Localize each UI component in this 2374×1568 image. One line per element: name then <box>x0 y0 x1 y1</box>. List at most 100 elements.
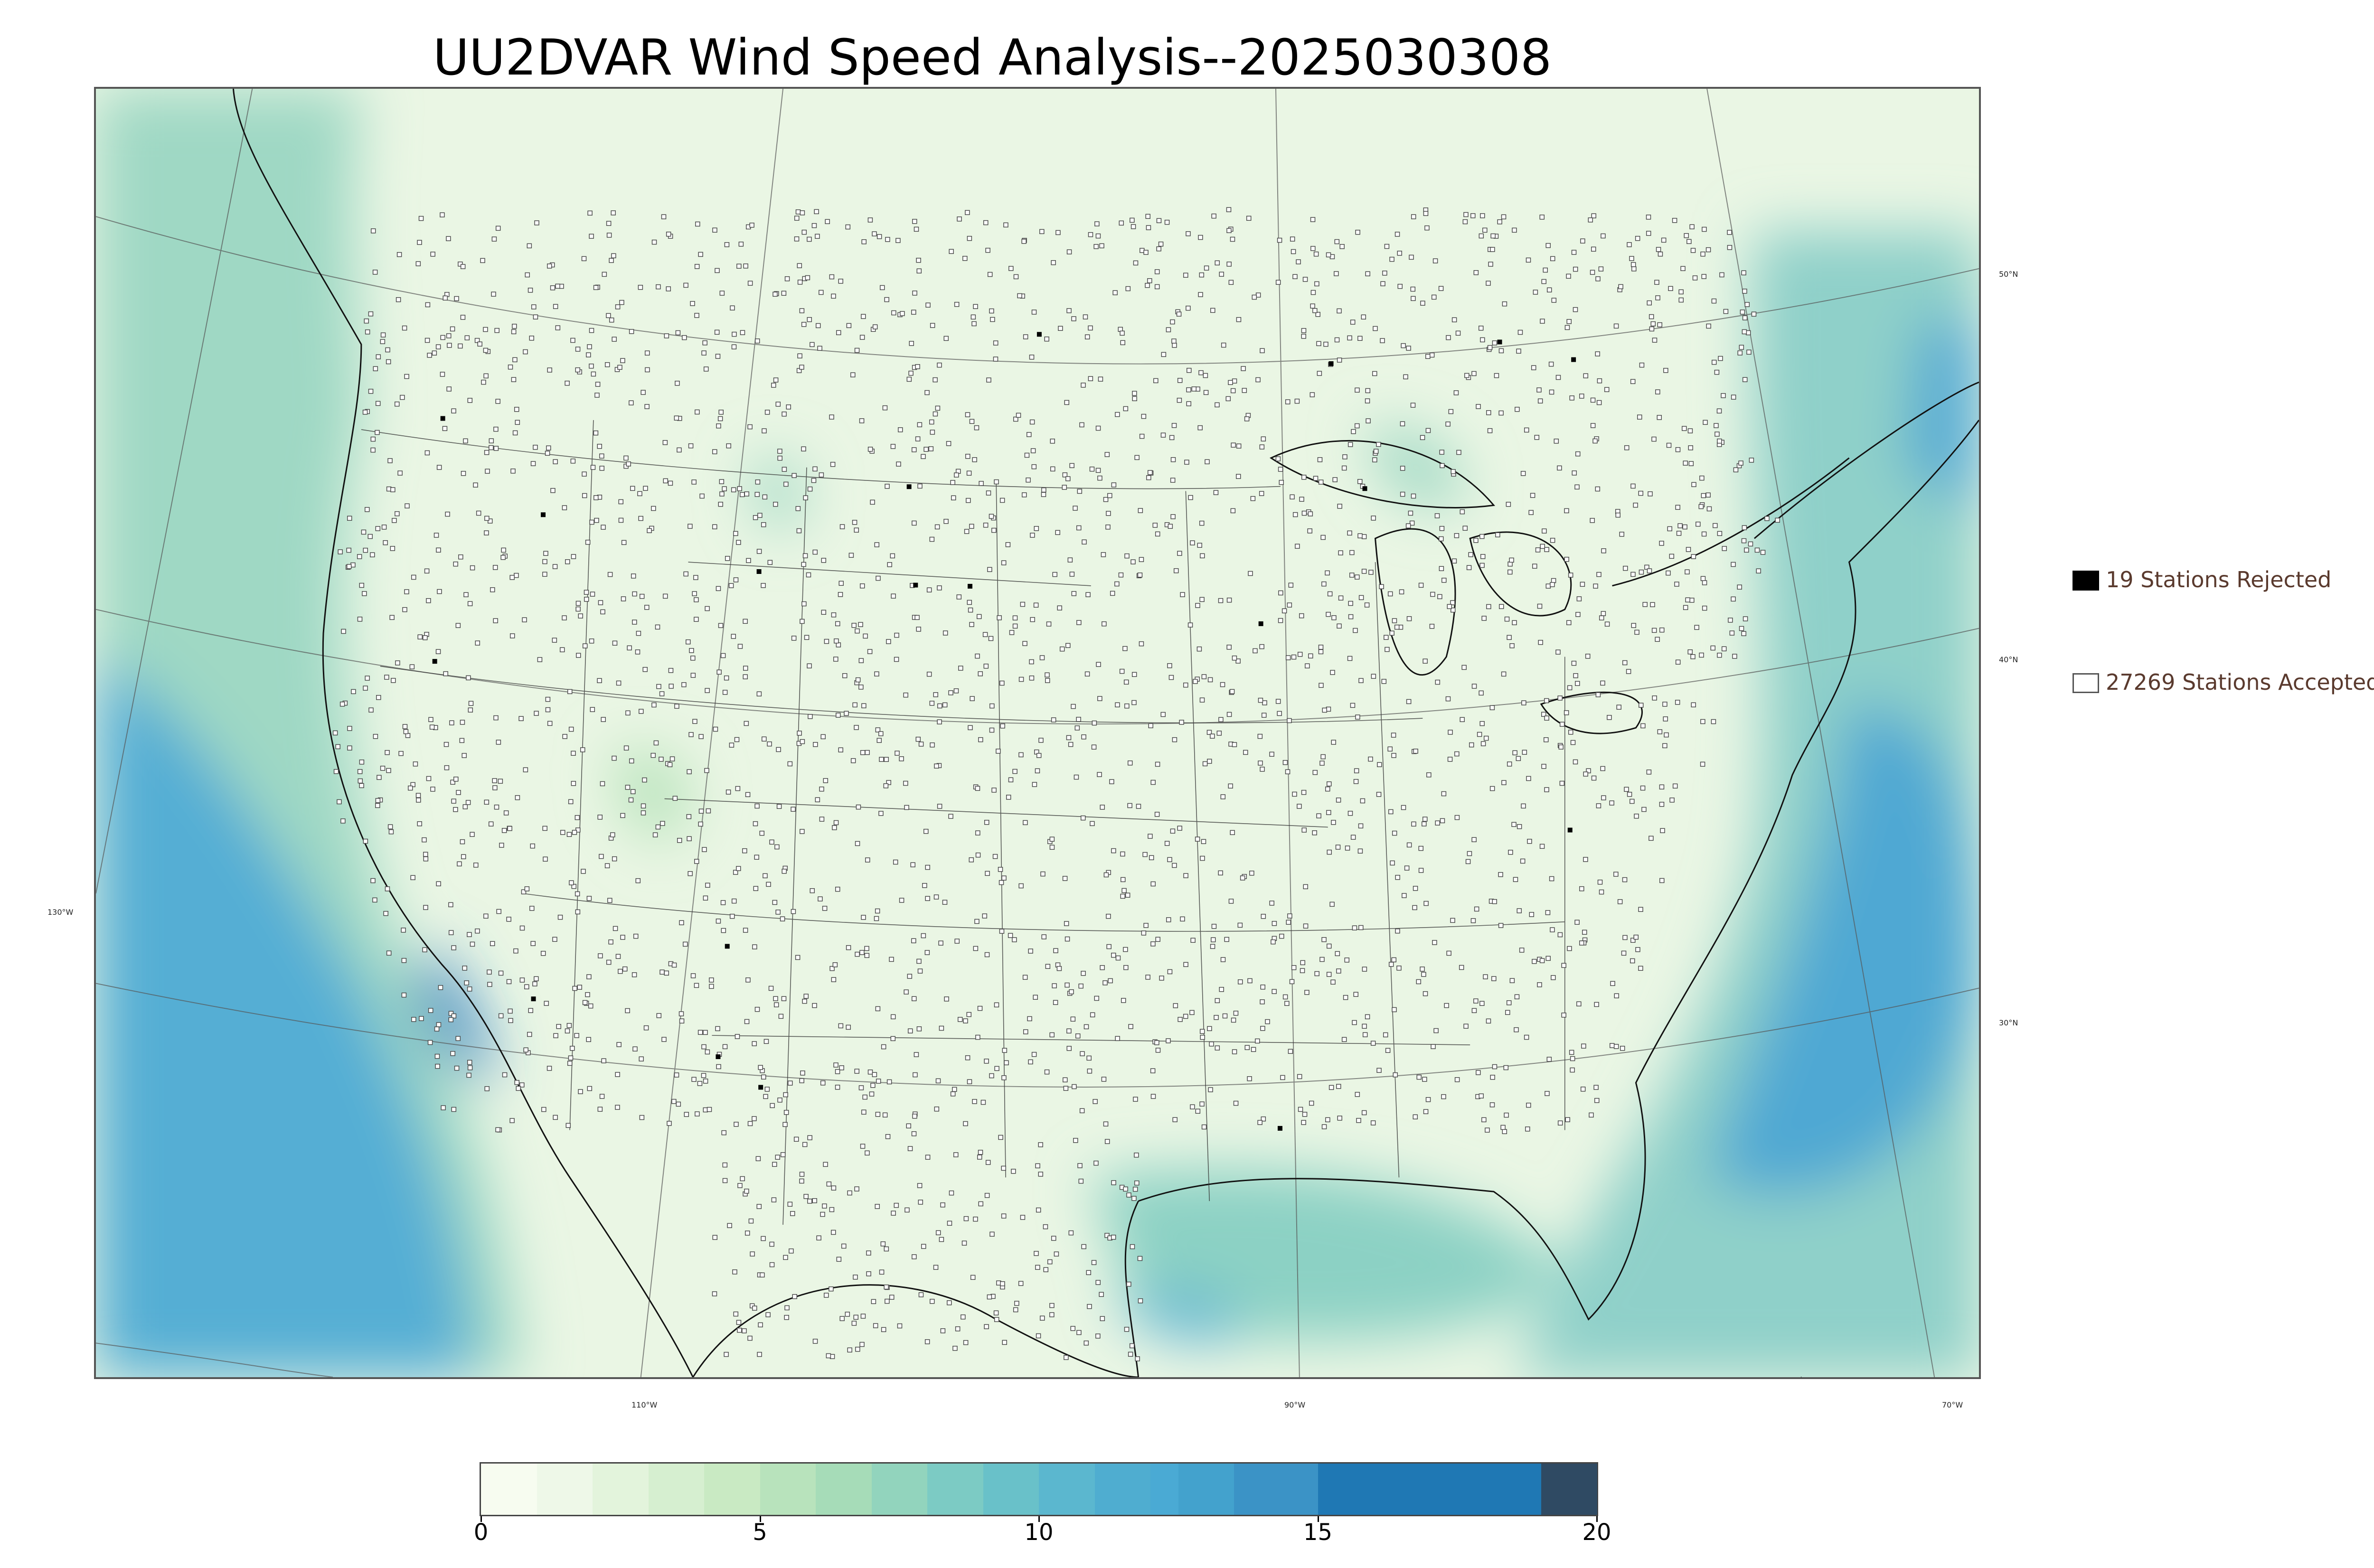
station-accepted-marker <box>963 1340 969 1345</box>
station-accepted-marker <box>783 1110 789 1115</box>
station-accepted-marker <box>467 601 473 606</box>
station-accepted-marker <box>1260 984 1265 990</box>
station-accepted-marker <box>705 606 710 611</box>
station-accepted-marker <box>1590 518 1595 523</box>
station-accepted-marker <box>776 804 782 809</box>
station-accepted-marker <box>1063 1086 1069 1091</box>
station-accepted-marker <box>1480 213 1485 218</box>
station-accepted-marker <box>1716 408 1722 413</box>
station-accepted-marker <box>404 589 409 594</box>
station-accepted-marker <box>832 825 837 830</box>
station-accepted-marker <box>1020 1215 1026 1220</box>
station-accepted-marker <box>1295 544 1300 549</box>
station-accepted-marker <box>957 216 962 222</box>
station-accepted-marker <box>408 785 413 791</box>
station-accepted-marker <box>1573 307 1578 312</box>
station-accepted-marker <box>1675 659 1681 665</box>
station-accepted-marker <box>661 214 667 219</box>
station-accepted-marker <box>1516 348 1521 354</box>
station-accepted-marker <box>1069 989 1074 995</box>
station-accepted-marker <box>587 344 592 349</box>
station-accepted-marker <box>803 495 808 500</box>
station-accepted-marker <box>506 979 512 985</box>
station-accepted-marker <box>1121 998 1126 1003</box>
station-accepted-marker <box>656 284 661 290</box>
station-accepted-marker <box>814 209 819 215</box>
station-accepted-marker <box>1172 343 1177 348</box>
station-accepted-marker <box>1290 494 1295 500</box>
station-accepted-marker <box>503 810 509 816</box>
station-accepted-marker <box>555 283 560 289</box>
station-accepted-marker <box>404 374 409 379</box>
station-accepted-marker <box>1029 676 1035 681</box>
station-accepted-marker <box>1402 893 1407 898</box>
station-accepted-marker <box>1160 712 1166 717</box>
station-accepted-marker <box>566 832 572 837</box>
station-accepted-marker <box>1357 848 1363 854</box>
station-accepted-marker <box>446 333 452 338</box>
station-accepted-marker <box>370 447 376 453</box>
station-accepted-marker <box>1479 233 1484 239</box>
station-accepted-marker <box>499 843 504 848</box>
colorbar-bin <box>927 1464 983 1515</box>
station-accepted-marker <box>440 212 445 217</box>
station-accepted-marker <box>547 721 553 726</box>
station-accepted-marker <box>990 317 995 322</box>
station-accepted-marker <box>799 365 804 370</box>
station-accepted-marker <box>1613 872 1619 877</box>
station-accepted-marker <box>1501 671 1507 677</box>
station-accepted-marker <box>465 800 471 805</box>
station-accepted-marker <box>597 815 603 820</box>
station-accepted-marker <box>771 383 776 388</box>
station-accepted-marker <box>1145 282 1150 288</box>
station-accepted-marker <box>427 1040 433 1045</box>
station-accepted-marker <box>1558 744 1564 750</box>
station-accepted-marker <box>1291 965 1297 970</box>
station-accepted-marker <box>375 430 380 435</box>
wind-speed-map[interactable] <box>94 87 1981 1379</box>
station-accepted-marker <box>615 1105 620 1110</box>
station-accepted-marker <box>969 857 974 863</box>
station-accepted-marker <box>1236 474 1241 479</box>
station-accepted-marker <box>984 952 990 958</box>
station-accepted-marker <box>1141 930 1147 936</box>
station-accepted-marker <box>1081 1244 1086 1249</box>
station-accepted-marker <box>1215 402 1220 408</box>
station-accepted-marker <box>436 1022 442 1027</box>
station-accepted-marker <box>581 256 587 262</box>
station-accepted-marker <box>1207 1026 1212 1031</box>
station-accepted-marker <box>1297 652 1303 657</box>
station-accepted-marker <box>1633 502 1638 508</box>
station-accepted-marker <box>1040 1315 1045 1321</box>
station-accepted-marker <box>422 947 427 952</box>
station-accepted-marker <box>690 656 696 661</box>
station-accepted-marker <box>891 1211 896 1216</box>
station-accepted-marker <box>1662 743 1667 749</box>
station-accepted-marker <box>1081 383 1086 388</box>
station-accepted-marker <box>669 684 674 689</box>
station-accepted-marker <box>1409 254 1414 260</box>
station-accepted-marker <box>820 1080 826 1086</box>
station-accepted-marker <box>1032 782 1037 787</box>
station-accepted-marker <box>689 648 694 653</box>
station-accepted-marker <box>833 1062 838 1068</box>
station-accepted-marker <box>904 1207 910 1213</box>
station-accepted-marker <box>1746 349 1752 355</box>
station-accepted-marker <box>396 297 401 302</box>
station-accepted-marker <box>733 577 739 582</box>
station-accepted-marker <box>1286 920 1291 925</box>
station-accepted-marker <box>467 1060 472 1065</box>
station-accepted-marker <box>921 1244 926 1249</box>
station-accepted-marker <box>930 1299 935 1304</box>
station-accepted-marker <box>590 592 595 597</box>
colorbar-bin <box>593 1464 649 1515</box>
station-accepted-marker <box>447 343 452 348</box>
station-accepted-marker <box>1058 326 1063 331</box>
station-accepted-marker <box>1147 278 1152 283</box>
station-accepted-marker <box>1557 932 1563 938</box>
station-accepted-marker <box>674 1072 679 1078</box>
station-accepted-marker <box>1454 1077 1460 1082</box>
station-accepted-marker <box>784 1305 790 1311</box>
station-accepted-marker <box>744 721 749 726</box>
station-accepted-marker <box>1473 270 1479 275</box>
